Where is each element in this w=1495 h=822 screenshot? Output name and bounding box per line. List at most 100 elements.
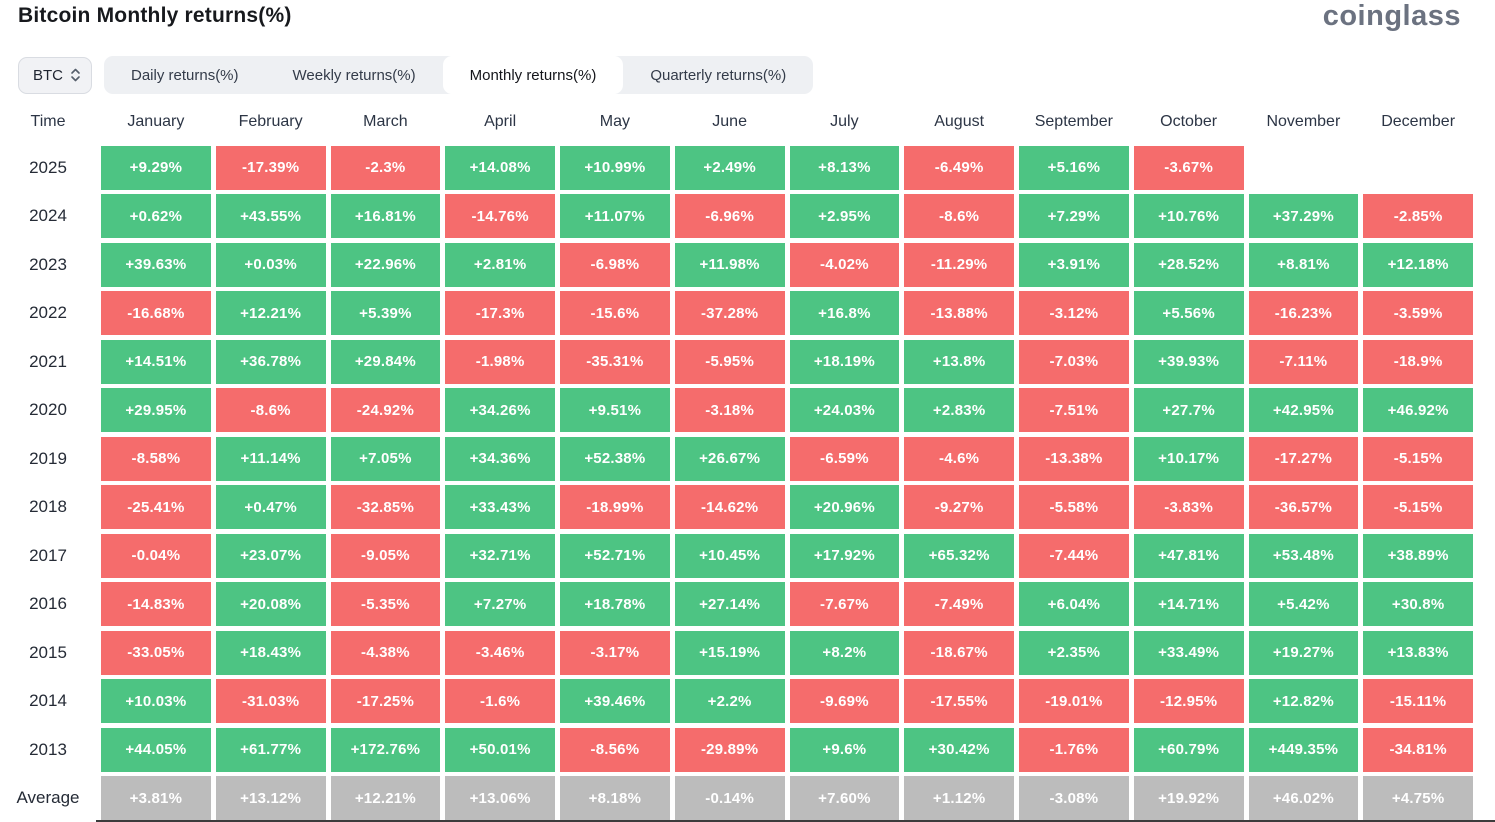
- row-label: 2016: [29, 594, 67, 613]
- column-header: December: [1381, 113, 1456, 130]
- return-cell: +39.93%: [1133, 339, 1244, 384]
- return-cell: +13.12%: [215, 776, 326, 820]
- return-cell: [1249, 146, 1359, 190]
- return-cell: -0.14%: [674, 776, 785, 820]
- return-cell: -8.56%: [560, 727, 670, 772]
- return-cell: +39.46%: [560, 679, 670, 723]
- return-cell: -16.68%: [101, 291, 211, 335]
- return-cell: +449.35%: [1248, 727, 1359, 772]
- return-cell: +18.78%: [560, 582, 670, 626]
- return-cell: +5.16%: [1019, 145, 1129, 190]
- return-cell: +9.51%: [560, 388, 670, 432]
- return-cell: +13.83%: [1363, 630, 1473, 675]
- return-cell: +8.18%: [560, 776, 670, 820]
- return-cell: +7.29%: [1019, 194, 1129, 238]
- return-cell: -5.15%: [1363, 436, 1473, 481]
- return-cell: +16.81%: [330, 194, 441, 238]
- return-cell: +0.47%: [215, 485, 326, 529]
- return-cell: +13.8%: [904, 339, 1014, 384]
- bottom-divider: [96, 820, 1495, 822]
- tab-quarterly-returns[interactable]: Quarterly returns(%): [650, 66, 787, 84]
- return-cell: -18.9%: [1363, 339, 1473, 384]
- return-cell: -3.18%: [674, 388, 785, 432]
- row-label: 2014: [29, 691, 67, 710]
- row-label: Average: [16, 788, 80, 807]
- return-cell: +36.78%: [215, 339, 326, 384]
- column-header: January: [127, 113, 185, 130]
- return-cell: +8.81%: [1248, 242, 1359, 287]
- return-cell: +2.81%: [445, 242, 555, 287]
- return-cell: +52.38%: [560, 436, 670, 481]
- tab-monthly-returns[interactable]: Monthly returns(%): [442, 56, 624, 94]
- return-cell: +18.19%: [789, 339, 900, 384]
- return-cell: +2.35%: [1019, 630, 1129, 675]
- column-header: October: [1160, 113, 1218, 130]
- return-cell: +2.49%: [674, 145, 785, 190]
- return-cell: -13.38%: [1019, 436, 1129, 481]
- symbol-select-value: BTC: [33, 66, 63, 84]
- return-cell: +12.21%: [215, 291, 326, 335]
- return-cell: +0.03%: [215, 242, 326, 287]
- return-cell: -4.38%: [330, 630, 441, 675]
- return-cell: +65.32%: [904, 533, 1014, 578]
- return-cell: +33.43%: [445, 485, 555, 529]
- symbol-select[interactable]: BTC: [18, 56, 92, 94]
- return-cell: -25.41%: [101, 485, 211, 529]
- return-cell: -31.03%: [215, 679, 326, 723]
- return-cell: +5.39%: [330, 291, 441, 335]
- return-cell: +3.81%: [101, 776, 211, 820]
- return-cell: -15.6%: [560, 291, 670, 335]
- return-cell: -18.99%: [560, 485, 670, 529]
- return-cell: -7.49%: [904, 582, 1014, 626]
- return-cell: -15.11%: [1363, 679, 1473, 723]
- return-cell: +43.55%: [215, 194, 326, 238]
- return-cell: +10.17%: [1133, 436, 1244, 481]
- return-cell: -17.3%: [445, 291, 555, 335]
- row-label: 2020: [29, 400, 67, 419]
- return-cell: -17.39%: [215, 145, 326, 190]
- return-cell: -17.55%: [904, 679, 1014, 723]
- tab-daily-returns[interactable]: Daily returns(%): [131, 66, 239, 84]
- return-cell: +12.21%: [330, 776, 441, 820]
- return-cell: +38.89%: [1363, 533, 1473, 578]
- return-cell: +22.96%: [330, 242, 441, 287]
- return-cell: -3.46%: [445, 630, 555, 675]
- return-cell: +12.18%: [1363, 242, 1473, 287]
- return-cell: +26.67%: [674, 436, 785, 481]
- return-cell: -7.67%: [789, 582, 900, 626]
- return-cell: +8.13%: [789, 145, 900, 190]
- coinglass-logo: coinglass: [1322, 0, 1461, 32]
- return-cell: +11.14%: [215, 436, 326, 481]
- return-cell: +61.77%: [215, 727, 326, 772]
- return-cell: +7.05%: [330, 436, 441, 481]
- return-cell: -1.98%: [445, 339, 555, 384]
- return-cell: -9.27%: [904, 485, 1014, 529]
- return-cell: +46.92%: [1363, 388, 1473, 432]
- return-cell: -5.58%: [1019, 485, 1129, 529]
- return-cell: +14.08%: [445, 145, 555, 190]
- return-cell: -16.23%: [1248, 291, 1359, 335]
- row-label: 2023: [29, 254, 67, 274]
- column-header: August: [934, 113, 985, 130]
- return-cell: +10.99%: [560, 145, 670, 190]
- row-label: 2025: [29, 157, 67, 177]
- return-cell: -6.96%: [674, 194, 785, 238]
- row-label: 2015: [29, 642, 67, 662]
- return-cell: +30.42%: [904, 727, 1014, 772]
- tab-weekly-returns[interactable]: Weekly returns(%): [292, 66, 416, 84]
- return-cell: +9.29%: [101, 145, 211, 190]
- return-cell: +6.04%: [1019, 582, 1129, 626]
- return-cell: -29.89%: [674, 727, 785, 772]
- return-cell: +20.96%: [789, 485, 900, 529]
- return-cell: +32.71%: [445, 533, 555, 578]
- return-cell: -5.95%: [674, 339, 785, 384]
- return-cell: +34.26%: [445, 388, 555, 432]
- column-header: July: [830, 113, 859, 130]
- return-cell: -4.02%: [789, 242, 900, 287]
- return-cell: -5.35%: [330, 582, 441, 626]
- return-cell: -37.28%: [674, 291, 785, 335]
- return-cell: -7.03%: [1019, 339, 1129, 384]
- row-label: 2024: [29, 206, 67, 225]
- return-cell: +2.2%: [674, 679, 785, 723]
- return-cell: -13.88%: [904, 291, 1014, 335]
